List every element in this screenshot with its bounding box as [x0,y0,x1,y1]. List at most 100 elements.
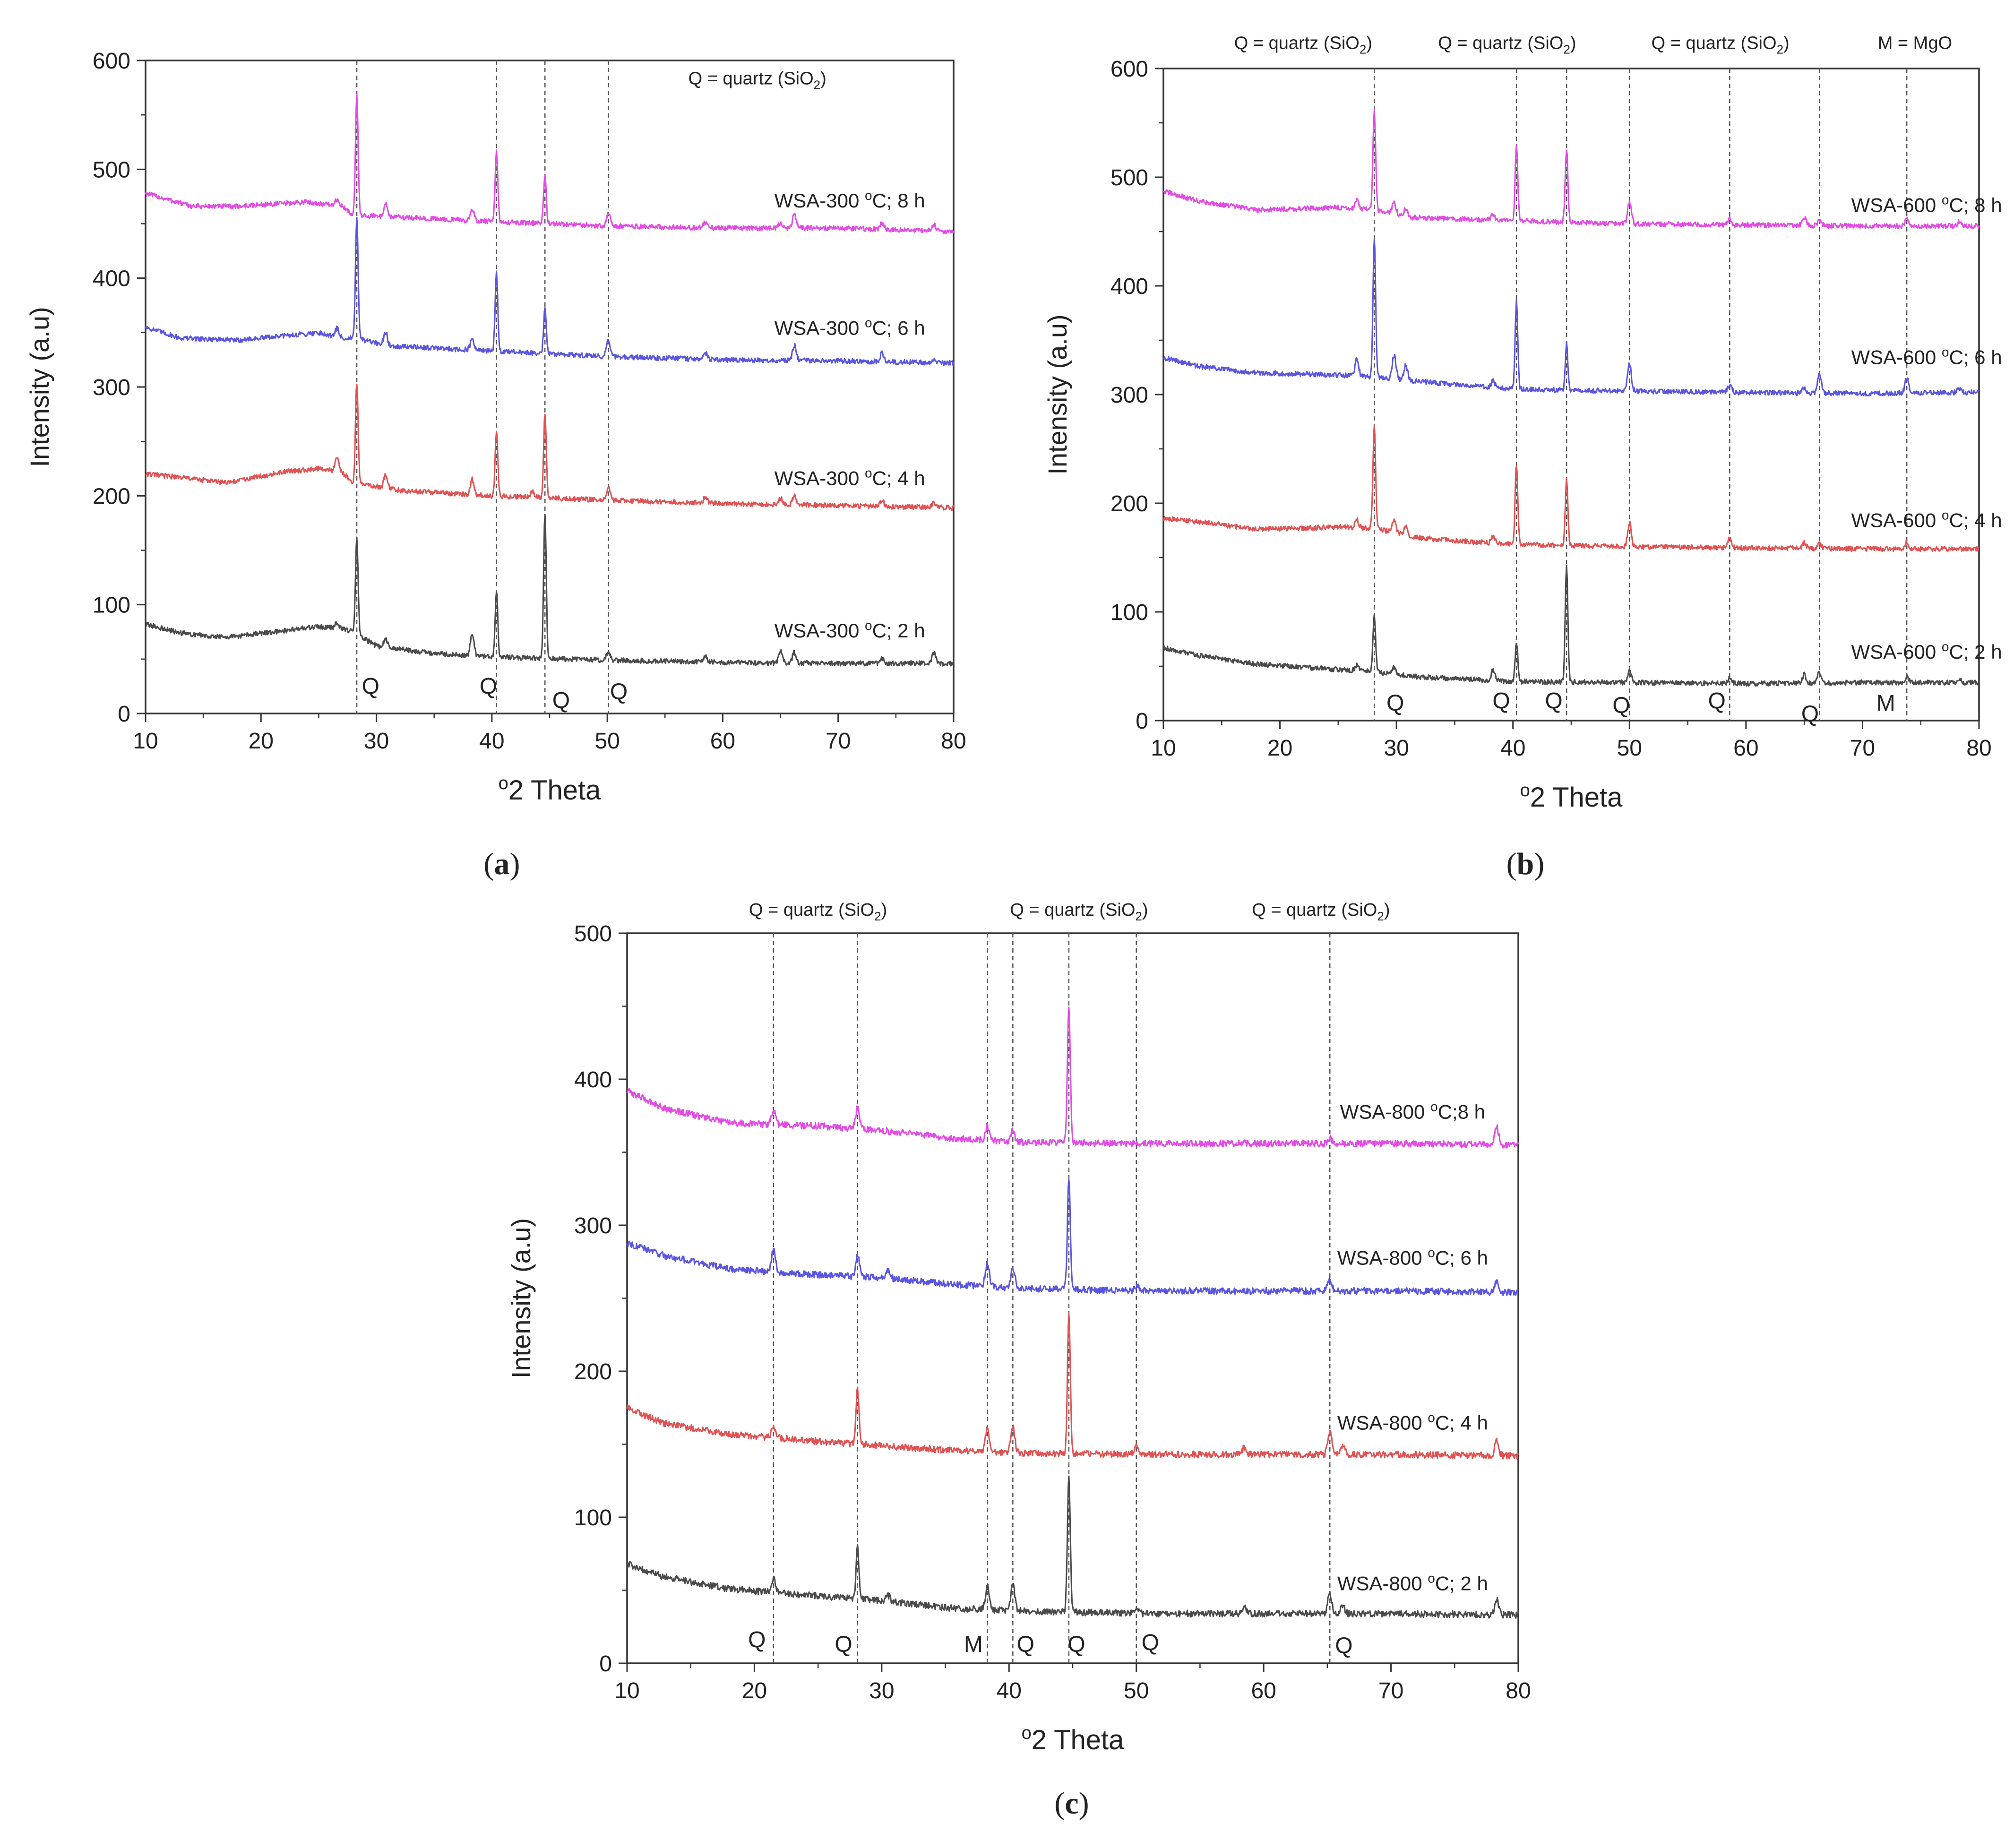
panel-b-legend-note-text-2: Q = quartz (SiO [1652,34,1777,53]
panel-b-series-line-1 [1163,239,1980,397]
panel-b-x-tick-label-6: 70 [1850,736,1875,761]
panel-b-series-label-suffix-0: C; 8 h [1949,194,2002,216]
panel-c-x-tick-label-4: 50 [1124,1678,1149,1703]
panel-b-x-tick-label-0: 10 [1151,736,1176,761]
panel-b-y-tick-label-3: 300 [1110,383,1148,408]
panel-b-series-label-prefix-3: WSA-600 [1851,641,1942,663]
panel-a-series-label-prefix-2: WSA-300 [775,467,865,489]
panel-c-y-tick-label-5: 500 [574,921,612,946]
panel-b-caption-close: ) [1534,847,1544,881]
panel-c-caption-letter: c [1065,1786,1078,1821]
panel-b-series-label-suffix-2: C; 4 h [1949,509,2002,532]
panel-a-series-label-suffix-0: C; 8 h [872,189,925,212]
panel-a-x-tick-label-4: 50 [594,729,620,754]
panel-b-legend-note-close-1: ) [1570,34,1576,53]
panel-a-x-tick-label-1: 20 [249,729,274,754]
panel-a-y-tick-label-5: 500 [93,157,130,182]
panel-b-legend-note-text-3: M = MgO [1878,34,1952,53]
panel-a-legend-note-0: Q = quartz (SiO2) [689,69,826,92]
panel-b-phase-marker-5: Q [1801,702,1819,727]
panel-a-phase-marker-0: Q [362,674,379,699]
panel-b-x-tick-label-3: 40 [1500,736,1525,761]
panel-c-legend-note-sub-2: 2 [1377,909,1384,923]
panel-c-legend-note-close-0: ) [881,900,887,920]
panel-c-x-tick-label-3: 40 [997,1678,1022,1703]
panel-a-x-tick-label-6: 70 [826,729,851,754]
panel-c-legend-note-2: Q = quartz (SiO2) [1252,900,1390,923]
panel-a-series-label-prefix-0: WSA-300 [775,189,865,212]
panel-a-x-tick-label-2: 30 [364,729,389,754]
panel-b-legend-note-close-2: ) [1783,34,1790,53]
panel-a-series-label-prefix-1: WSA-300 [775,317,865,339]
panel-c-x-tick-label-0: 10 [614,1678,639,1703]
panel-c-caption-open: ( [1054,1786,1065,1821]
panel-c-y-tick-label-0: 0 [599,1651,612,1676]
panel-b-phase-marker-6: M [1876,691,1895,716]
panel-a-series-label-suffix-2: C; 4 h [872,467,925,489]
panel-a-caption: (a) [484,847,520,881]
panel-c-x-tick-label-5: 60 [1251,1678,1276,1703]
panel-c-legend-note-close-2: ) [1384,900,1390,920]
panel-b-legend-note-3: M = MgO [1878,34,1952,53]
panel-b-y-tick-label-5: 500 [1110,165,1148,190]
panel-a-series-line-0 [145,94,955,234]
panel-b-series-label-degree-1: o [1942,345,1949,360]
panel-c-legend-note-1: Q = quartz (SiO2) [1010,900,1148,923]
panel-c-series-label-3: WSA-800 oC; 2 h [1337,1571,1488,1595]
panel-c-phase-marker-6: Q [1335,1633,1352,1659]
panel-a-x-tick-label-0: 10 [133,729,158,754]
panel-b-y-tick-label-4: 400 [1110,274,1148,299]
panel-c-y-tick-label-1: 100 [574,1505,612,1530]
panel-c-caption: (c) [1054,1786,1089,1821]
panel-b-x-axis-title: 2 Theta [1530,782,1623,813]
panel-c-series-label-prefix-3: WSA-800 [1337,1573,1428,1595]
panel-b-series-label-suffix-3: C; 2 h [1949,641,2002,663]
panel-b-y-tick-label-1: 100 [1110,600,1148,625]
panel-b-legend-note-2: Q = quartz (SiO2) [1652,34,1790,57]
panel-b-legend-note-sub-0: 2 [1360,43,1366,57]
panel-b-series-label-3: WSA-600 oC; 2 h [1851,639,2002,663]
panel-a-series-line-3 [145,514,955,667]
panel-a-y-tick-label-6: 600 [93,49,130,74]
panel-b-series-line-3 [1162,565,1980,687]
panel-b-caption: (b) [1506,847,1545,881]
panel-b-x-tick-label-1: 20 [1267,736,1292,761]
panel-b-caption-letter: b [1517,847,1534,881]
panel-b-y-tick-label-6: 600 [1110,57,1148,82]
panel-b-legend-note-0: Q = quartz (SiO2) [1234,34,1372,57]
panel-b-x-axis-degree: o [1520,781,1530,800]
panel-c-series-label-degree-2: o [1428,1410,1435,1425]
panel-b-legend-note-text-1: Q = quartz (SiO [1438,34,1563,53]
panel-b-series-label-2: WSA-600 oC; 4 h [1851,508,2002,532]
panel-b-x-axis-label: o2 Theta [1520,781,1623,813]
panel-b-series-line-2 [1162,425,1980,552]
panel-b-phase-marker-0: Q [1386,691,1404,716]
panel-b-series-label-degree-2: o [1942,508,1949,523]
panel-c-x-tick-label-1: 20 [742,1678,767,1703]
panel-b-series-line-0 [1162,109,1980,230]
panel-c-x-tick-label-2: 30 [869,1678,894,1703]
panel-b-phase-marker-1: Q [1492,689,1510,714]
panel-a-x-axis-degree: o [499,774,508,793]
panel-c-x-tick-label-7: 80 [1506,1678,1531,1703]
panel-a-phase-marker-2: Q [552,688,570,713]
panel-a-legend-note-close-0: ) [820,69,826,89]
panel-c-phase-marker-3: Q [1017,1632,1034,1657]
panel-b-series-label-prefix-0: WSA-600 [1851,194,1942,216]
panel-c-legend-note-sub-1: 2 [1135,909,1142,923]
panel-a-series-label-degree-0: o [865,188,872,203]
panel-c-x-axis-degree: o [1022,1723,1032,1743]
panel-a-series-line-2 [145,383,954,511]
panel-c-y-tick-label-2: 200 [574,1359,612,1384]
panel-a-x-tick-label-3: 40 [479,729,504,754]
panel-c-series-label-1: WSA-800 oC; 6 h [1337,1245,1488,1269]
panel-c-phase-marker-4: Q [1067,1632,1085,1657]
panel-c-legend-note-text-1: Q = quartz (SiO [1010,900,1135,920]
panel-a-x-axis-label: o2 Theta [499,774,602,806]
panel-c-phase-marker-1: Q [835,1632,852,1657]
panel-a-series-label-degree-2: o [865,465,872,480]
panel-b-series-label-1: WSA-600 oC; 6 h [1851,345,2002,369]
